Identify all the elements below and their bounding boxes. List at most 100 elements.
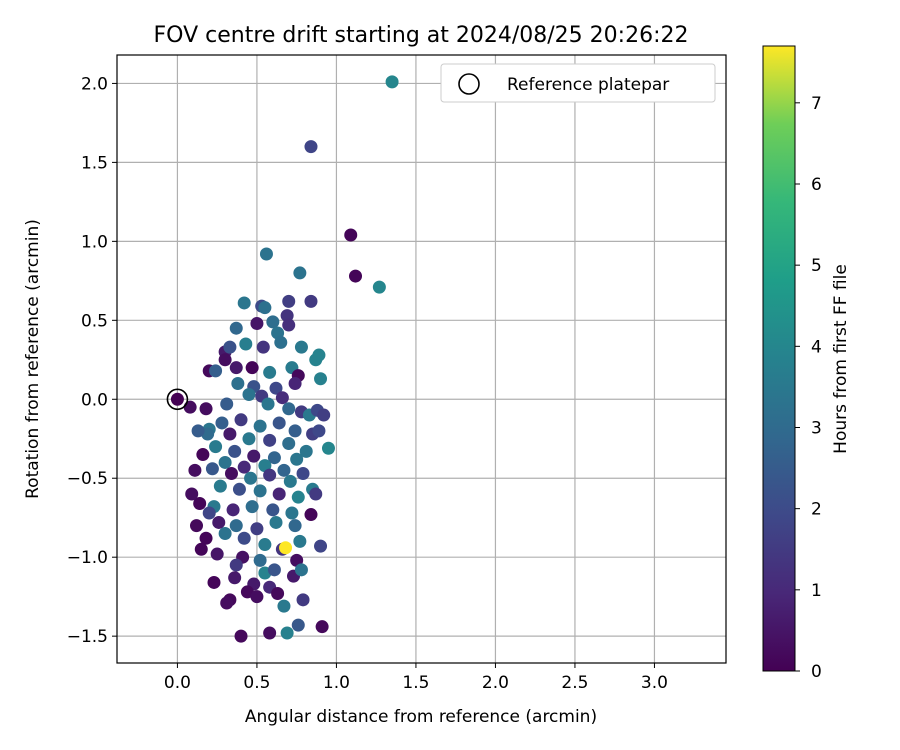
data-point — [291, 490, 305, 504]
data-point — [321, 441, 335, 455]
legend: Reference platepar — [440, 63, 716, 103]
data-point — [282, 294, 296, 308]
data-point — [344, 228, 358, 242]
data-point — [229, 519, 243, 533]
data-point — [202, 506, 216, 520]
data-point — [239, 337, 253, 351]
data-point — [288, 519, 302, 533]
data-point — [212, 515, 226, 529]
reference-ring — [166, 388, 189, 411]
y-axis-ticks: −1.5 −1.0 −0.5 0.0 0.5 1.0 1.5 2.0 — [67, 74, 117, 647]
data-point — [218, 455, 232, 469]
data-point — [205, 462, 219, 476]
data-point — [277, 599, 291, 613]
data-point — [304, 294, 318, 308]
legend-reference-marker — [458, 73, 480, 95]
data-point — [199, 531, 213, 545]
data-point — [290, 452, 304, 466]
data-point — [223, 340, 237, 354]
data-point — [188, 463, 202, 477]
data-point — [220, 596, 234, 610]
data-point — [196, 448, 210, 462]
data-point — [223, 427, 237, 441]
y-tick-label: 1.5 — [81, 153, 108, 173]
colorbar-tick-label: 5 — [811, 256, 822, 276]
data-point — [304, 140, 318, 154]
data-point — [274, 335, 288, 349]
data-point — [247, 449, 261, 463]
data-point — [210, 547, 224, 561]
data-point — [218, 527, 232, 541]
colorbar-ticks: 0 1 2 3 4 5 6 7 — [795, 94, 822, 682]
data-point — [207, 575, 221, 589]
chart-title: FOV centre drift starting at 2024/08/25 … — [154, 23, 689, 48]
data-point — [253, 484, 267, 498]
data-point — [258, 301, 272, 315]
data-point — [253, 553, 267, 567]
data-point — [237, 460, 251, 474]
data-point — [263, 365, 277, 379]
data-point — [229, 321, 243, 335]
y-tick-label: 0.0 — [81, 390, 108, 410]
data-point — [224, 466, 238, 480]
data-point — [314, 372, 328, 386]
data-point — [263, 433, 277, 447]
data-point — [263, 468, 277, 482]
data-point — [256, 340, 270, 354]
data-point — [267, 563, 281, 577]
y-tick-label: −0.5 — [67, 469, 108, 489]
x-axis-ticks: 0.0 0.5 1.0 1.5 2.0 2.5 3.0 — [164, 663, 668, 693]
colorbar-tick-label: 6 — [811, 175, 822, 195]
data-point — [277, 463, 291, 477]
data-point — [242, 432, 256, 446]
data-point — [271, 587, 285, 601]
data-point — [296, 593, 310, 607]
data-point — [349, 269, 363, 283]
data-point — [269, 381, 283, 395]
x-tick-label: 0.0 — [164, 673, 191, 693]
data-point — [269, 515, 283, 529]
data-point — [293, 534, 307, 548]
x-tick-label: 3.0 — [641, 673, 668, 693]
data-point — [385, 75, 399, 89]
colorbar-tick-label: 4 — [811, 337, 822, 357]
data-point — [232, 482, 246, 496]
data-point — [234, 629, 248, 643]
colorbar-tick-label: 0 — [811, 662, 822, 682]
data-point — [226, 503, 240, 517]
data-point — [299, 444, 313, 458]
data-point — [288, 424, 302, 438]
data-point — [304, 508, 318, 522]
data-point — [183, 400, 197, 414]
data-point — [244, 471, 258, 485]
data-point — [294, 563, 308, 577]
data-point — [234, 413, 248, 427]
data-point — [245, 500, 259, 514]
data-point — [272, 487, 286, 501]
data-point — [314, 539, 328, 553]
data-point — [283, 474, 297, 488]
y-tick-label: −1.5 — [67, 627, 108, 647]
data-point — [272, 416, 286, 430]
data-point — [282, 402, 296, 416]
data-point — [231, 376, 245, 390]
data-point — [312, 424, 326, 438]
data-point — [250, 316, 264, 330]
data-point — [258, 538, 272, 552]
data-point — [372, 280, 386, 294]
data-point — [280, 626, 294, 640]
data-point — [213, 479, 227, 493]
x-tick-label: 0.5 — [243, 673, 270, 693]
legend-box — [440, 63, 716, 103]
data-point — [275, 391, 289, 405]
data-point — [191, 424, 205, 438]
x-axis-label: Angular distance from reference (arcmin) — [245, 707, 597, 727]
data-point — [209, 364, 223, 378]
data-point — [294, 340, 308, 354]
data-point — [279, 541, 293, 555]
y-tick-label: 2.0 — [81, 74, 108, 94]
plot-frame — [116, 54, 727, 664]
data-point — [209, 440, 223, 454]
data-point — [291, 618, 305, 632]
